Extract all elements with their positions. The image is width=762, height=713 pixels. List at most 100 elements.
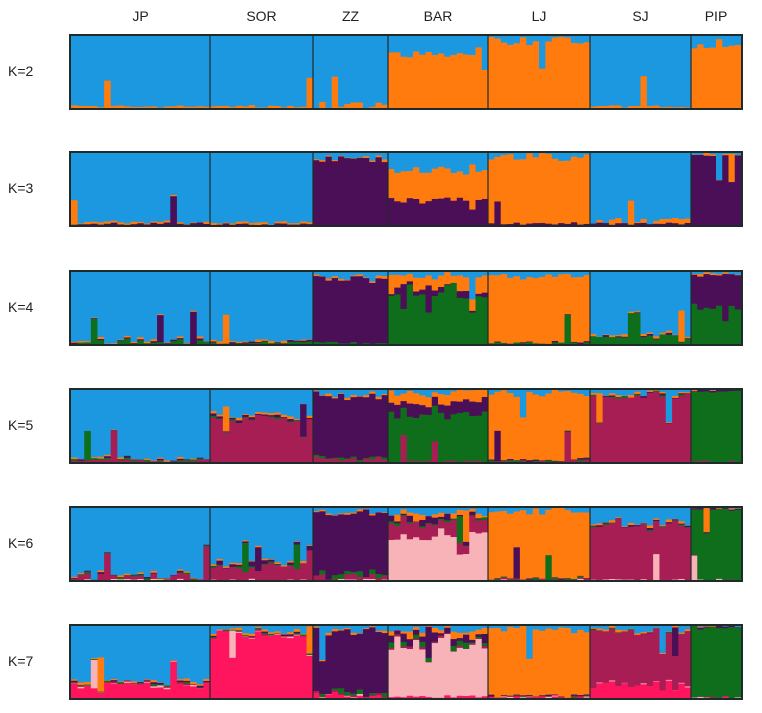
cluster-segment-c4 bbox=[438, 412, 445, 462]
cluster-segment-c4 bbox=[137, 459, 145, 461]
cluster-segment-c4 bbox=[526, 342, 534, 344]
cluster-segment-c3 bbox=[590, 525, 597, 527]
cluster-segment-c1 bbox=[375, 390, 383, 398]
cluster-segment-c1 bbox=[438, 390, 445, 395]
cluster-segment-c1 bbox=[507, 272, 514, 279]
cluster-segment-c6 bbox=[110, 579, 118, 580]
cluster-segment-c3 bbox=[287, 340, 295, 343]
cluster-segment-c3 bbox=[356, 276, 364, 344]
cluster-segment-c3 bbox=[170, 574, 178, 576]
cluster-segment-c3 bbox=[450, 200, 458, 225]
cluster-segment-c2 bbox=[596, 106, 604, 108]
cluster-segment-c1 bbox=[500, 272, 508, 275]
cluster-segment-c3 bbox=[684, 222, 692, 225]
cluster-segment-c2 bbox=[469, 164, 476, 210]
cluster-segment-c1 bbox=[157, 390, 165, 458]
cluster-segment-c5 bbox=[313, 456, 320, 462]
cluster-segment-c3 bbox=[507, 224, 514, 225]
cluster-segment-c3 bbox=[691, 274, 698, 305]
cluster-segment-c5 bbox=[137, 576, 145, 580]
cluster-segment-c4 bbox=[235, 566, 243, 569]
cluster-segment-c1 bbox=[722, 153, 729, 155]
cluster-segment-c1 bbox=[143, 153, 151, 224]
cluster-segment-c5 bbox=[728, 579, 736, 580]
cluster-segment-c4 bbox=[627, 629, 635, 631]
cluster-segment-c4 bbox=[381, 692, 389, 698]
cluster-segment-c4 bbox=[363, 343, 370, 344]
cluster-segment-c1 bbox=[274, 508, 282, 563]
cluster-segment-c4 bbox=[287, 564, 295, 567]
cluster-segment-c3 bbox=[150, 222, 158, 225]
cluster-segment-c3 bbox=[274, 223, 282, 225]
cluster-segment-c4 bbox=[722, 509, 729, 580]
cluster-segment-c4 bbox=[494, 342, 502, 344]
cluster-segment-c2 bbox=[104, 221, 112, 225]
cluster-segment-c5 bbox=[170, 575, 178, 580]
cluster-segment-c2 bbox=[444, 395, 451, 406]
cluster-segment-c1 bbox=[500, 626, 508, 632]
cluster-segment-c2 bbox=[513, 396, 521, 461]
cluster-segment-c5 bbox=[210, 638, 217, 639]
cluster-segment-c4 bbox=[450, 282, 458, 344]
cluster-segment-c2 bbox=[90, 221, 98, 225]
cluster-segment-c2 bbox=[110, 679, 118, 681]
cluster-segment-c1 bbox=[615, 390, 622, 396]
population-label-lj: LJ bbox=[531, 8, 547, 24]
cluster-segment-c5 bbox=[672, 520, 679, 580]
cluster-segment-c2 bbox=[170, 659, 178, 661]
cluster-segment-c1 bbox=[375, 36, 383, 103]
cluster-segment-c5 bbox=[570, 460, 578, 462]
cluster-segment-c1 bbox=[577, 626, 585, 631]
cluster-segment-c3 bbox=[261, 414, 269, 417]
cluster-segment-c2 bbox=[210, 106, 217, 108]
cluster-segment-c2 bbox=[526, 658, 534, 696]
cluster-segment-c2 bbox=[71, 200, 79, 225]
cluster-segment-c7 bbox=[293, 635, 301, 698]
cluster-segment-c2 bbox=[475, 629, 483, 635]
cluster-segment-c5 bbox=[325, 459, 333, 462]
cluster-segment-c2 bbox=[450, 275, 458, 284]
cluster-segment-c3 bbox=[463, 291, 470, 299]
cluster-segment-c3 bbox=[653, 628, 660, 630]
cluster-segment-c5 bbox=[621, 631, 629, 684]
cluster-segment-c6 bbox=[463, 553, 470, 580]
cluster-segment-c3 bbox=[293, 631, 301, 634]
cluster-segment-c5 bbox=[634, 526, 641, 580]
population-group-sor bbox=[210, 626, 314, 698]
cluster-segment-c2 bbox=[419, 632, 426, 637]
cluster-segment-c2 bbox=[110, 429, 118, 431]
cluster-segment-c7 bbox=[356, 695, 364, 698]
cluster-segment-c1 bbox=[419, 36, 426, 56]
cluster-segment-c4 bbox=[344, 692, 351, 696]
cluster-segment-c1 bbox=[444, 36, 451, 58]
cluster-segment-c1 bbox=[678, 272, 686, 311]
cluster-segment-c2 bbox=[551, 276, 559, 342]
cluster-segment-c1 bbox=[577, 390, 585, 395]
cluster-segment-c3 bbox=[697, 508, 704, 510]
cluster-segment-c2 bbox=[450, 391, 458, 402]
cluster-segment-c1 bbox=[261, 626, 269, 630]
cluster-segment-c2 bbox=[419, 54, 426, 108]
cluster-segment-c1 bbox=[419, 390, 426, 396]
cluster-segment-c5 bbox=[363, 458, 370, 462]
cluster-segment-c1 bbox=[469, 272, 476, 300]
cluster-segment-c3 bbox=[170, 339, 178, 342]
cluster-segment-c2 bbox=[703, 508, 711, 533]
cluster-segment-c4 bbox=[325, 458, 333, 460]
cluster-segment-c1 bbox=[300, 390, 307, 405]
cluster-segment-c2 bbox=[77, 105, 85, 108]
population-group-zz bbox=[313, 508, 389, 580]
cluster-segment-c2 bbox=[190, 682, 198, 685]
cluster-segment-c2 bbox=[344, 279, 351, 281]
cluster-segment-c2 bbox=[463, 390, 470, 400]
cluster-segment-c2 bbox=[659, 107, 667, 108]
cluster-segment-c1 bbox=[450, 153, 458, 174]
cluster-segment-c3 bbox=[248, 636, 256, 637]
cluster-segment-c2 bbox=[734, 274, 741, 276]
cluster-segment-c1 bbox=[500, 36, 508, 43]
cluster-segment-c2 bbox=[463, 277, 470, 292]
cluster-segment-c1 bbox=[684, 626, 692, 630]
cluster-segment-c2 bbox=[602, 106, 610, 108]
cluster-segment-c4 bbox=[381, 343, 389, 344]
cluster-segment-c5 bbox=[672, 398, 679, 462]
